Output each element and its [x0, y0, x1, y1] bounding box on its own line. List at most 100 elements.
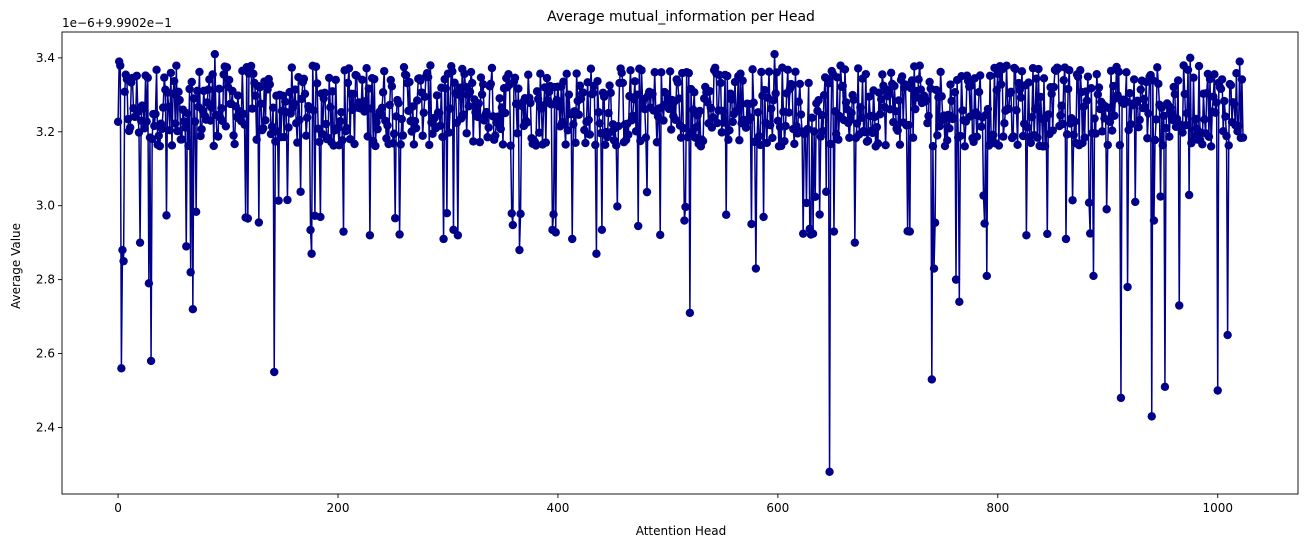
data-point: [514, 84, 523, 93]
data-point: [229, 131, 238, 140]
data-point: [120, 87, 129, 97]
data-point: [967, 81, 976, 90]
data-point: [1013, 140, 1022, 149]
data-point: [325, 73, 334, 83]
y-tick-label: 2.6: [36, 347, 55, 361]
data-point: [1087, 84, 1096, 93]
data-point: [958, 106, 967, 115]
data-point: [1068, 196, 1077, 205]
data-point: [575, 81, 585, 90]
data-point: [1204, 132, 1214, 141]
data-point: [221, 122, 231, 131]
data-point: [1143, 134, 1152, 143]
data-point: [1016, 93, 1026, 102]
data-point: [850, 238, 860, 247]
chart-title: Average mutual_information per Head: [547, 9, 815, 25]
data-point: [759, 212, 768, 222]
data-point: [1073, 72, 1083, 81]
data-point: [389, 129, 399, 138]
data-point: [808, 229, 818, 238]
data-point: [506, 141, 515, 150]
data-point: [239, 109, 248, 119]
data-point: [213, 132, 223, 141]
data-point: [1194, 61, 1204, 71]
data-point: [143, 73, 152, 82]
data-point: [977, 122, 986, 131]
data-point: [151, 109, 160, 119]
data-point: [631, 127, 641, 136]
data-point: [1033, 133, 1042, 142]
data-point: [1140, 102, 1150, 112]
data-point: [315, 137, 324, 147]
data-point: [1084, 198, 1094, 207]
data-point: [448, 67, 457, 76]
data-point: [728, 117, 737, 127]
data-point: [819, 91, 829, 100]
data-point: [895, 140, 905, 149]
data-point: [299, 74, 309, 84]
data-point: [727, 95, 736, 104]
data-point: [1182, 109, 1192, 118]
data-point: [735, 136, 744, 145]
data-point: [757, 67, 766, 77]
data-point: [1094, 83, 1104, 92]
data-point: [1175, 301, 1184, 310]
data-point: [860, 127, 869, 137]
data-point: [396, 140, 405, 149]
data-point: [601, 140, 610, 150]
data-point: [365, 231, 375, 240]
data-point: [442, 209, 452, 218]
data-point: [255, 83, 265, 92]
data-point: [960, 142, 970, 151]
data-point: [248, 104, 257, 113]
data-point: [301, 131, 311, 140]
data-point: [487, 63, 497, 73]
data-point: [1027, 112, 1037, 122]
data-point: [171, 119, 180, 128]
data-point: [1131, 197, 1140, 207]
data-point: [932, 85, 941, 95]
data-point: [434, 108, 444, 118]
data-point: [267, 122, 277, 131]
data-point: [293, 138, 302, 147]
data-point: [911, 104, 920, 114]
data-point: [1059, 75, 1068, 85]
data-point: [210, 49, 220, 59]
data-point: [1210, 70, 1219, 79]
data-point: [1030, 104, 1040, 114]
data-point: [167, 141, 177, 150]
data-point: [535, 128, 544, 137]
data-point: [1158, 140, 1167, 150]
data-point: [1082, 96, 1092, 105]
data-point: [874, 88, 884, 97]
data-point: [1002, 61, 1011, 70]
data-point: [937, 92, 946, 101]
data-point: [469, 137, 478, 146]
data-point: [652, 138, 662, 147]
data-point: [614, 121, 623, 131]
data-point: [261, 116, 270, 125]
data-point: [333, 123, 343, 133]
data-point: [1110, 111, 1119, 120]
data-point: [983, 104, 993, 114]
data-point: [756, 140, 765, 150]
data-point: [541, 138, 551, 147]
data-point: [606, 88, 615, 98]
data-point: [204, 85, 213, 94]
data-point: [524, 70, 533, 79]
data-point: [1034, 64, 1043, 74]
data-point: [373, 124, 382, 134]
data-point: [826, 139, 835, 149]
data-point: [405, 77, 414, 87]
data-point: [992, 86, 1001, 95]
data-point: [845, 133, 854, 142]
data-point: [891, 106, 900, 116]
data-point: [648, 89, 657, 99]
data-point: [1202, 88, 1211, 98]
data-point: [390, 214, 400, 223]
data-point: [166, 68, 176, 78]
data-point: [339, 227, 348, 236]
data-point: [617, 68, 626, 78]
data-point: [307, 249, 316, 258]
data-point: [656, 230, 665, 240]
